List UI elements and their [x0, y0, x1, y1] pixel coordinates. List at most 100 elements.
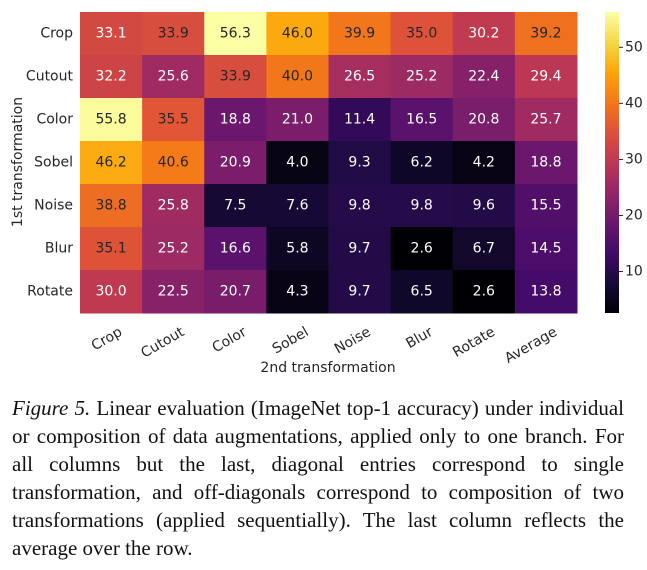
heatmap-cell — [142, 12, 205, 56]
cell-label: 38.8 — [95, 198, 126, 214]
cell-label: 29.4 — [530, 69, 561, 85]
heatmap-cell — [514, 141, 578, 185]
heatmap-cell — [204, 270, 267, 314]
cell-label: 20.8 — [468, 112, 499, 128]
colorbar-tick-label: 30 — [625, 151, 643, 167]
heatmap-cell — [266, 270, 329, 314]
heatmap-cell — [452, 98, 516, 142]
heatmap-cell — [80, 98, 143, 142]
colorbar-tick-label: 50 — [625, 39, 643, 55]
heatmap-cell — [328, 227, 392, 271]
cell-label: 6.5 — [411, 284, 433, 300]
cell-label: 20.9 — [220, 155, 251, 171]
cell-label: 2.6 — [473, 284, 495, 300]
heatmap-cell — [80, 141, 143, 185]
heatmap-cell — [80, 184, 143, 228]
cell-label: 2.6 — [411, 241, 433, 257]
y-tick-label: Color — [36, 112, 73, 128]
heatmap-cell — [390, 55, 454, 99]
heatmap-cell — [142, 141, 205, 185]
cell-label: 30.2 — [468, 26, 499, 42]
cell-label: 46.2 — [95, 155, 126, 171]
y-tick-label: Blur — [45, 241, 73, 257]
x-tick-label: Average — [502, 324, 560, 367]
cell-label: 22.5 — [158, 284, 189, 300]
heatmap-cell — [390, 184, 454, 228]
x-tick-label: Blur — [403, 324, 436, 352]
heatmap-cell — [514, 12, 578, 56]
heatmap-cell — [204, 98, 267, 142]
heatmap-cell — [142, 227, 205, 271]
x-axis-label: 2nd transformation — [260, 360, 395, 376]
x-tick-label: Crop — [89, 324, 125, 354]
heatmap-cell — [266, 12, 329, 56]
cell-label: 55.8 — [95, 112, 126, 128]
cell-label: 56.3 — [220, 26, 251, 42]
cell-label: 7.6 — [286, 198, 308, 214]
heatmap-cell — [142, 55, 205, 99]
heatmap-cell — [328, 141, 392, 185]
cell-label: 6.2 — [411, 155, 433, 171]
cell-label: 9.8 — [348, 198, 370, 214]
cell-label: 33.9 — [158, 26, 189, 42]
heatmap-cell — [204, 184, 267, 228]
cell-label: 9.7 — [348, 284, 370, 300]
x-tick-label: Noise — [332, 324, 374, 357]
heatmap-cell — [514, 184, 578, 228]
heatmap-cell — [328, 184, 392, 228]
cell-label: 22.4 — [468, 69, 499, 85]
y-tick-label: Cutout — [26, 69, 74, 85]
heatmap-cell — [80, 270, 143, 314]
cell-label: 40.0 — [282, 69, 313, 85]
cell-label: 4.2 — [473, 155, 495, 171]
heatmap-cell — [142, 184, 205, 228]
x-tick-label: Cutout — [138, 324, 187, 362]
caption-text: Linear evaluation (ImageNet top-1 accura… — [12, 396, 625, 560]
cell-label: 35.0 — [406, 26, 437, 42]
cell-label: 46.0 — [282, 26, 313, 42]
heatmap-cell — [328, 55, 392, 99]
heatmap-cell — [514, 55, 578, 99]
cell-label: 33.1 — [95, 26, 126, 42]
heatmap-cell — [328, 98, 392, 142]
cell-label: 21.0 — [282, 112, 313, 128]
colorbar-tick-label: 20 — [625, 207, 643, 223]
cell-label: 13.8 — [530, 284, 561, 300]
x-tick-label: Rotate — [450, 324, 498, 361]
heatmap-cell — [390, 12, 454, 56]
cell-label: 5.8 — [286, 241, 308, 257]
cell-label: 33.9 — [220, 69, 251, 85]
heatmap-cell — [452, 12, 516, 56]
cell-label: 4.3 — [286, 284, 308, 300]
heatmap-cell — [390, 141, 454, 185]
heatmap-cell — [266, 141, 329, 185]
cell-label: 35.1 — [95, 241, 126, 257]
cell-label: 40.6 — [158, 155, 189, 171]
cell-label: 14.5 — [530, 241, 561, 257]
heatmap-cell — [266, 184, 329, 228]
cell-label: 15.5 — [530, 198, 561, 214]
cell-label: 9.7 — [348, 241, 370, 257]
cell-label: 4.0 — [286, 155, 308, 171]
cell-label: 9.8 — [411, 198, 433, 214]
caption-label: Figure 5. — [12, 396, 91, 420]
cell-label: 25.8 — [158, 198, 189, 214]
heatmap-cell — [514, 98, 578, 142]
cell-label: 16.6 — [220, 241, 251, 257]
heatmap-cell — [80, 12, 143, 56]
cell-label: 11.4 — [344, 112, 375, 128]
y-axis-label: 1st transformation — [10, 97, 26, 227]
cell-label: 9.6 — [473, 198, 495, 214]
colorbar-tick-label: 10 — [625, 264, 643, 280]
cell-label: 39.2 — [530, 26, 561, 42]
cell-label: 26.5 — [344, 69, 375, 85]
y-tick-label: Noise — [34, 198, 73, 214]
y-tick-label: Crop — [40, 26, 73, 42]
cell-label: 6.7 — [473, 241, 495, 257]
heatmap-cell — [328, 12, 392, 56]
heatmap-cell — [80, 55, 143, 99]
heatmap-cell — [80, 227, 143, 271]
cell-label: 25.2 — [158, 241, 189, 257]
chart: 2nd transformation 1st transformation 33… — [10, 12, 643, 376]
colorbar-tick-label: 40 — [625, 95, 643, 111]
